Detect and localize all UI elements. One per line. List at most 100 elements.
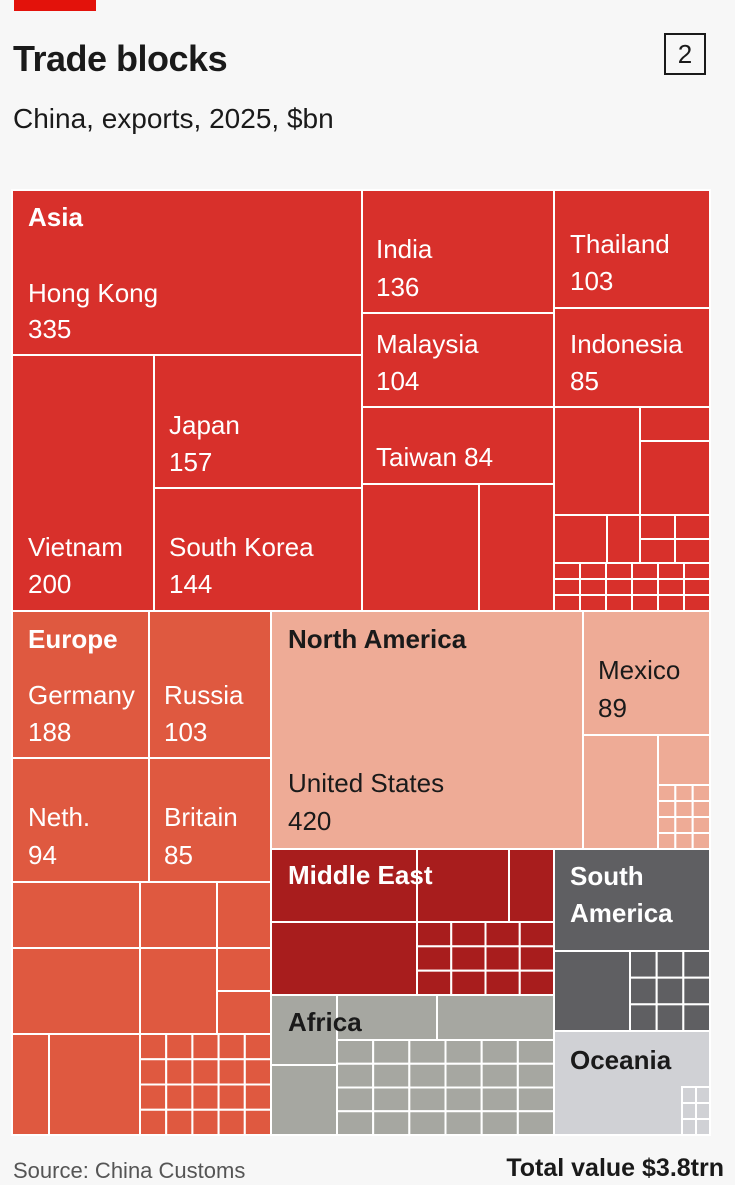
treemap-cell-north-america-other (691, 832, 712, 850)
treemap-cell-asia-other (605, 578, 633, 596)
treemap-cell-asia-other (674, 538, 711, 564)
treemap-cell-asia-other (639, 538, 676, 564)
treemap-cell-europe-other (217, 1083, 246, 1111)
treemap-cell-neth (11, 757, 150, 883)
treemap-cell-europe-other (191, 1108, 220, 1136)
treemap-cell-india (361, 189, 555, 314)
treemap-cell-europe-other (217, 1033, 246, 1061)
treemap-cell-africa-other (270, 1064, 338, 1136)
treemap-group-label-africa: Africa (288, 1007, 362, 1037)
treemap-cell-europe-other (217, 1108, 246, 1136)
treemap-cell-oceania-other (695, 1102, 711, 1120)
treemap-cell-middle-east-other (450, 921, 487, 948)
treemap-cell-north-america-other (657, 734, 711, 786)
treemap-cell-europe-other (11, 881, 141, 949)
treemap-cell-africa-other (336, 1062, 375, 1089)
treemap-cell-asia-other (639, 514, 676, 540)
treemap-group-label-south-america: South America (570, 861, 673, 928)
treemap-cell-europe-other (216, 947, 272, 992)
treemap-cell-asia-other (553, 578, 581, 596)
treemap-cell-europe-other (48, 1033, 141, 1136)
treemap-cell-africa-other (408, 1062, 447, 1089)
treemap-cell-united-states (270, 610, 584, 850)
treemap-cell-north-america-other (674, 800, 694, 818)
treemap-cell-middle-east-other (270, 921, 418, 996)
treemap-cell-indonesia (553, 307, 711, 408)
treemap-cell-africa-other (336, 1086, 375, 1113)
treemap-label-neth: Neth. (28, 802, 90, 832)
treemap-label-japan: Japan (169, 410, 240, 440)
treemap-cell-europe-other (11, 1033, 50, 1136)
treemap-label-taiwan: Taiwan 84 (376, 442, 493, 472)
treemap-value-malaysia: 104 (376, 366, 419, 396)
treemap-cell-africa-other (480, 1062, 519, 1089)
treemap-cell-north-america-other (674, 784, 694, 802)
treemap-cell-north-america-other (657, 832, 677, 850)
treemap-cell-africa-other (408, 1110, 447, 1136)
treemap-label-thailand: Thailand (570, 229, 670, 259)
treemap-label-south-korea: South Korea (169, 532, 314, 562)
treemap-cell-south-america-other (629, 950, 658, 979)
treemap-cell-asia-other (639, 406, 711, 442)
treemap-cell-middle-east-other (416, 921, 453, 948)
treemap-cell-oceania-other (695, 1118, 711, 1136)
treemap-cell-africa-other (444, 1110, 483, 1136)
treemap-cell-europe-other (243, 1108, 273, 1136)
treemap-cell-europe-other (165, 1108, 194, 1136)
treemap-cell-africa-other (372, 1062, 411, 1089)
treemap-cell-middle-east-other (518, 969, 555, 997)
treemap-cell-asia-other (657, 578, 685, 596)
treemap-value-britain: 85 (164, 840, 193, 870)
treemap-cell-africa-other (408, 1086, 447, 1113)
treemap-cell-africa-other (372, 1086, 411, 1113)
treemap-cell-africa-other (408, 1039, 447, 1065)
treemap-label-india: India (376, 234, 433, 264)
treemap-cell-asia-other (631, 562, 659, 580)
treemap-value-thailand: 103 (570, 266, 613, 296)
treemap-cell-middle-east-other (508, 848, 555, 923)
treemap-cell-africa-other (270, 994, 338, 1066)
treemap-cell-north-america-other (691, 816, 712, 834)
treemap-cell-europe-other (139, 1108, 168, 1136)
treemap-group-label-north-america: North America (288, 624, 467, 654)
treemap-cell-asia-other (579, 594, 607, 612)
treemap-cell-asia-other (605, 562, 633, 580)
treemap-cell-north-america-other (657, 784, 677, 802)
treemap-cell-africa-other (480, 1110, 519, 1136)
accent-bar (14, 0, 96, 11)
treemap-cell-asia-other (553, 406, 641, 516)
treemap-cell-asia-other (674, 514, 711, 540)
treemap-label-russia: Russia (164, 680, 244, 710)
treemap-cell-europe-other (243, 1033, 273, 1061)
chart-title: Trade blocks (13, 38, 228, 79)
treemap-cell-africa-other (372, 1039, 411, 1065)
treemap-cell-oceania-other (681, 1102, 697, 1120)
treemap-cell-germany (11, 610, 150, 759)
treemap-cell-europe-other (139, 1033, 168, 1061)
treemap-cell-europe-other (217, 1058, 246, 1086)
treemap-value-neth: 94 (28, 840, 57, 870)
treemap-cell-oceania-other (681, 1086, 697, 1104)
treemap-value-india: 136 (376, 272, 419, 302)
treemap-value-japan: 157 (169, 447, 212, 477)
treemap-cell-europe-other (243, 1058, 273, 1086)
treemap-cell-middle-east-other (416, 969, 453, 997)
treemap-cell-south-america-other (682, 1003, 711, 1032)
treemap-label-germany: Germany (28, 680, 135, 710)
treemap-cell-asia-other (605, 594, 633, 612)
treemap-cell-middle-east-other (518, 921, 555, 948)
treemap-cell-asia-other (361, 483, 480, 612)
treemap-cell-north-america-other (657, 800, 677, 818)
treemap-cell-south-america-other (629, 976, 658, 1006)
treemap-cell-north-america-other (691, 800, 712, 818)
treemap-cell-asia-other (478, 483, 555, 612)
treemap-cell-middle-east-other (484, 969, 521, 997)
treemap-value-south-korea: 144 (169, 569, 212, 599)
treemap-cell-europe-other (165, 1083, 194, 1111)
treemap-cell-oceania-other (681, 1118, 697, 1136)
treemap-value-russia: 103 (164, 717, 207, 747)
treemap-cell-africa-other (516, 1110, 555, 1136)
treemap-cell-mexico (582, 610, 711, 736)
treemap-cell-asia-other (553, 514, 608, 564)
treemap-cell-north-america-other (674, 816, 694, 834)
